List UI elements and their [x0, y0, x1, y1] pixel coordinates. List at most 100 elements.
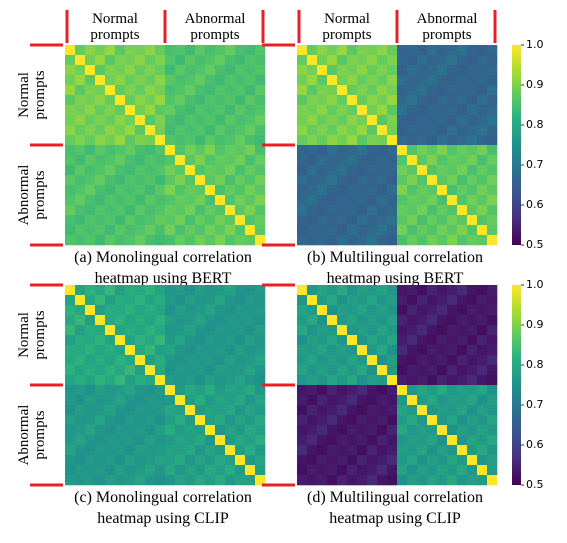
heatmap-cell — [477, 345, 488, 356]
heatmap-cell — [337, 405, 348, 416]
heatmap-cell — [75, 105, 86, 116]
heatmap-cell — [407, 455, 418, 466]
heatmap-cell — [297, 55, 308, 66]
heatmap-cell — [145, 395, 156, 406]
heatmap-cell — [487, 475, 498, 486]
heatmap-cell — [245, 85, 256, 96]
heatmap-cell — [75, 85, 86, 96]
heatmap-cell — [125, 45, 136, 56]
heatmap-cell — [65, 345, 76, 356]
heatmap-cell — [407, 355, 418, 366]
heatmap-cell — [225, 355, 236, 366]
heatmap-cell — [377, 85, 388, 96]
heatmap-cell — [437, 385, 448, 396]
heatmap-cell — [65, 305, 76, 316]
heatmap-cell — [255, 215, 266, 226]
heatmap-cell — [255, 175, 266, 186]
heatmap-cell — [185, 435, 196, 446]
heatmap-cell — [367, 345, 378, 356]
heatmap-cell — [165, 445, 176, 456]
heatmap-cell — [327, 405, 338, 416]
heatmap-cell — [367, 325, 378, 336]
heatmap-cell — [387, 285, 398, 296]
heatmap-cell — [457, 285, 468, 296]
heatmap-cell — [337, 385, 348, 396]
heatmap-cell — [397, 365, 408, 376]
heatmap-cell — [457, 155, 468, 166]
heatmap-cell — [215, 455, 226, 466]
group-label: prompts — [32, 170, 48, 219]
heatmap-cell — [145, 115, 156, 126]
heatmap-cell — [125, 235, 136, 246]
heatmap-cell — [427, 405, 438, 416]
heatmap-cell — [397, 135, 408, 146]
heatmap-cell — [387, 325, 398, 336]
heatmap-cell — [65, 405, 76, 416]
heatmap-cell — [255, 415, 266, 426]
heatmap-cell — [387, 205, 398, 216]
heatmap-cell — [125, 165, 136, 176]
heatmap-cell — [337, 395, 348, 406]
heatmap-cell — [417, 155, 428, 166]
heatmap-cell — [477, 75, 488, 86]
heatmap-cell — [477, 325, 488, 336]
heatmap-cell — [125, 465, 136, 476]
heatmap-cell — [317, 105, 328, 116]
heatmap-cell — [225, 155, 236, 166]
heatmap-cell — [165, 465, 176, 476]
heatmap-cell — [347, 395, 358, 406]
heatmap-cell — [155, 455, 166, 466]
heatmap-cell — [387, 455, 398, 466]
heatmap-cell — [135, 345, 146, 356]
heatmap-cell — [437, 355, 448, 366]
heatmap-cell — [367, 75, 378, 86]
heatmap-cell — [447, 415, 458, 426]
heatmap-cell — [145, 435, 156, 446]
heatmap-cell — [205, 55, 216, 66]
heatmap-cell — [115, 385, 126, 396]
heatmap-cell — [477, 365, 488, 376]
heatmap-cell — [437, 365, 448, 376]
heatmap-cell — [477, 455, 488, 466]
heatmap-cell — [457, 405, 468, 416]
heatmap-cell — [195, 335, 206, 346]
heatmap-cell — [467, 455, 478, 466]
heatmap-cell — [437, 415, 448, 426]
heatmap-cell — [317, 355, 328, 366]
heatmap-cell — [105, 235, 116, 246]
heatmap-cell — [457, 345, 468, 356]
heatmap-cell — [397, 395, 408, 406]
heatmap-cell — [317, 445, 328, 456]
heatmap-cell — [297, 335, 308, 346]
heatmap-cell — [225, 165, 236, 176]
heatmap-cell — [407, 405, 418, 416]
heatmap-cell — [417, 365, 428, 376]
heatmap-cell — [235, 425, 246, 436]
heatmap-cell — [387, 425, 398, 436]
heatmap — [65, 45, 266, 246]
heatmap-cell — [175, 475, 186, 486]
heatmap-cell — [347, 455, 358, 466]
heatmap-cell — [487, 185, 498, 196]
heatmap-cell — [145, 345, 156, 356]
heatmap-cell — [225, 365, 236, 376]
heatmap-cell — [85, 345, 96, 356]
heatmap-cell — [477, 185, 488, 196]
heatmap-cell — [297, 115, 308, 126]
heatmap-cell — [407, 215, 418, 226]
heatmap-cell — [457, 65, 468, 76]
heatmap-cell — [357, 55, 368, 66]
heatmap-cell — [255, 455, 266, 466]
heatmap-cell — [205, 75, 216, 86]
heatmap-cell — [467, 295, 478, 306]
heatmap-cell — [205, 335, 216, 346]
heatmap-cell — [437, 135, 448, 146]
heatmap-cell — [105, 365, 116, 376]
heatmap-cell — [487, 315, 498, 326]
heatmap-cell — [447, 85, 458, 96]
heatmap-cell — [165, 375, 176, 386]
heatmap-cell — [427, 115, 438, 126]
heatmap-cell — [407, 315, 418, 326]
heatmap-cell — [347, 235, 358, 246]
colorbar — [512, 45, 521, 245]
